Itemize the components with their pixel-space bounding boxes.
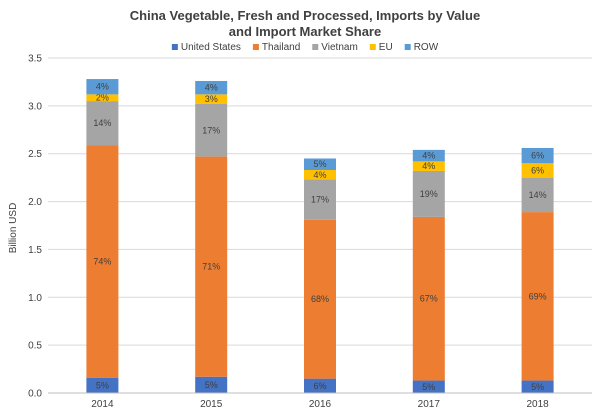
legend-swatch	[312, 44, 319, 50]
bar-segment	[412, 380, 445, 393]
bar-data-label: 67%	[420, 294, 438, 304]
x-tick-label: 2015	[200, 399, 223, 410]
bar-segment	[304, 169, 336, 180]
bar-data-label: 6%	[531, 151, 544, 161]
bar-segment	[521, 163, 554, 178]
bar-segment	[304, 179, 336, 220]
bar-segment	[304, 158, 336, 170]
bar-data-label: 2%	[96, 93, 109, 103]
x-tick-label: 2017	[418, 399, 441, 410]
legend-swatch	[369, 44, 376, 50]
bar-data-label: 5%	[313, 159, 326, 169]
bar-data-label: 17%	[202, 125, 220, 135]
bar-data-label: 4%	[313, 170, 326, 180]
bar-data-label: 4%	[96, 82, 109, 92]
bar-data-label: 6%	[313, 381, 326, 391]
legend-entry: Vietnam	[321, 42, 358, 53]
legend: United States Thailand Vietnam EU ROW	[171, 42, 439, 53]
bar-data-label: 71%	[202, 262, 220, 272]
x-tick-label: 2014	[91, 399, 114, 410]
bar-segment	[86, 145, 119, 378]
bar-segment	[412, 216, 445, 381]
bar-segment	[412, 161, 445, 171]
bar-data-label: 14%	[93, 118, 111, 128]
y-tick-label: 1.5	[28, 245, 42, 256]
legend-entry: EU	[379, 42, 393, 53]
axes: 0.0 0.5 1.0 1.5 2.0 2.5 3.0 3.5 2014 2015 2016 2017…	[28, 54, 592, 410]
bar-segment	[412, 170, 445, 217]
bar-segment	[86, 79, 119, 95]
bar-data-label: 19%	[420, 189, 438, 199]
bar-data-label: 3%	[205, 94, 218, 104]
bar-data-label: 68%	[311, 294, 329, 304]
y-tick-label: 0.0	[28, 389, 42, 400]
bar-segment	[412, 149, 445, 162]
y-tick-label: 1.0	[28, 293, 42, 304]
bar-data-label: 5%	[205, 380, 218, 390]
y-tick-label: 2.0	[28, 197, 42, 208]
bar-segment	[195, 376, 228, 393]
chart-title-line-2: and Import Market Share	[229, 24, 381, 39]
bar-segment	[86, 377, 119, 393]
bars: 5%74%14%2%4%5%71%17%3%4%6%68%17%4%5%5%67…	[86, 79, 554, 393]
legend-entry: ROW	[414, 42, 439, 53]
bar-data-label: 74%	[93, 256, 111, 266]
y-tick-label: 3.0	[28, 101, 42, 112]
y-axis-label: Billion USD	[8, 203, 19, 254]
bar-segment	[521, 147, 554, 164]
bar-segment	[521, 212, 554, 381]
legend-swatch	[404, 44, 411, 50]
y-tick-label: 2.5	[28, 149, 42, 160]
bar-data-label: 6%	[531, 165, 544, 175]
legend-swatch	[252, 44, 259, 50]
bar-data-label: 5%	[422, 382, 435, 392]
bar-segment	[304, 378, 336, 393]
bar-segment	[86, 94, 119, 102]
y-tick-label: 0.5	[28, 341, 42, 352]
bar-segment	[521, 380, 554, 393]
bar-segment	[521, 177, 554, 213]
bar-data-label: 5%	[96, 380, 109, 390]
bar-data-label: 17%	[311, 195, 329, 205]
bar-segment	[195, 94, 228, 104]
legend-swatch	[171, 44, 178, 50]
legend-entry: United States	[181, 42, 241, 53]
x-tick-label: 2016	[309, 399, 332, 410]
bar-data-label: 5%	[531, 382, 544, 392]
bar-segment	[304, 219, 336, 379]
bar-segment	[195, 156, 228, 377]
bar-data-label: 4%	[422, 161, 435, 171]
bar-data-label: 14%	[529, 190, 547, 200]
bar-data-label: 69%	[529, 291, 547, 301]
bar-segment	[195, 80, 228, 95]
bar-segment	[195, 103, 228, 157]
bar-data-label: 4%	[422, 151, 435, 161]
chart-title-line-1: China Vegetable, Fresh and Processed, Im…	[130, 8, 480, 23]
y-tick-label: 3.5	[28, 54, 42, 65]
bar-segment	[86, 101, 119, 146]
legend-entry: Thailand	[262, 42, 300, 53]
x-tick-label: 2018	[526, 399, 549, 410]
bar-data-label: 4%	[205, 83, 218, 93]
